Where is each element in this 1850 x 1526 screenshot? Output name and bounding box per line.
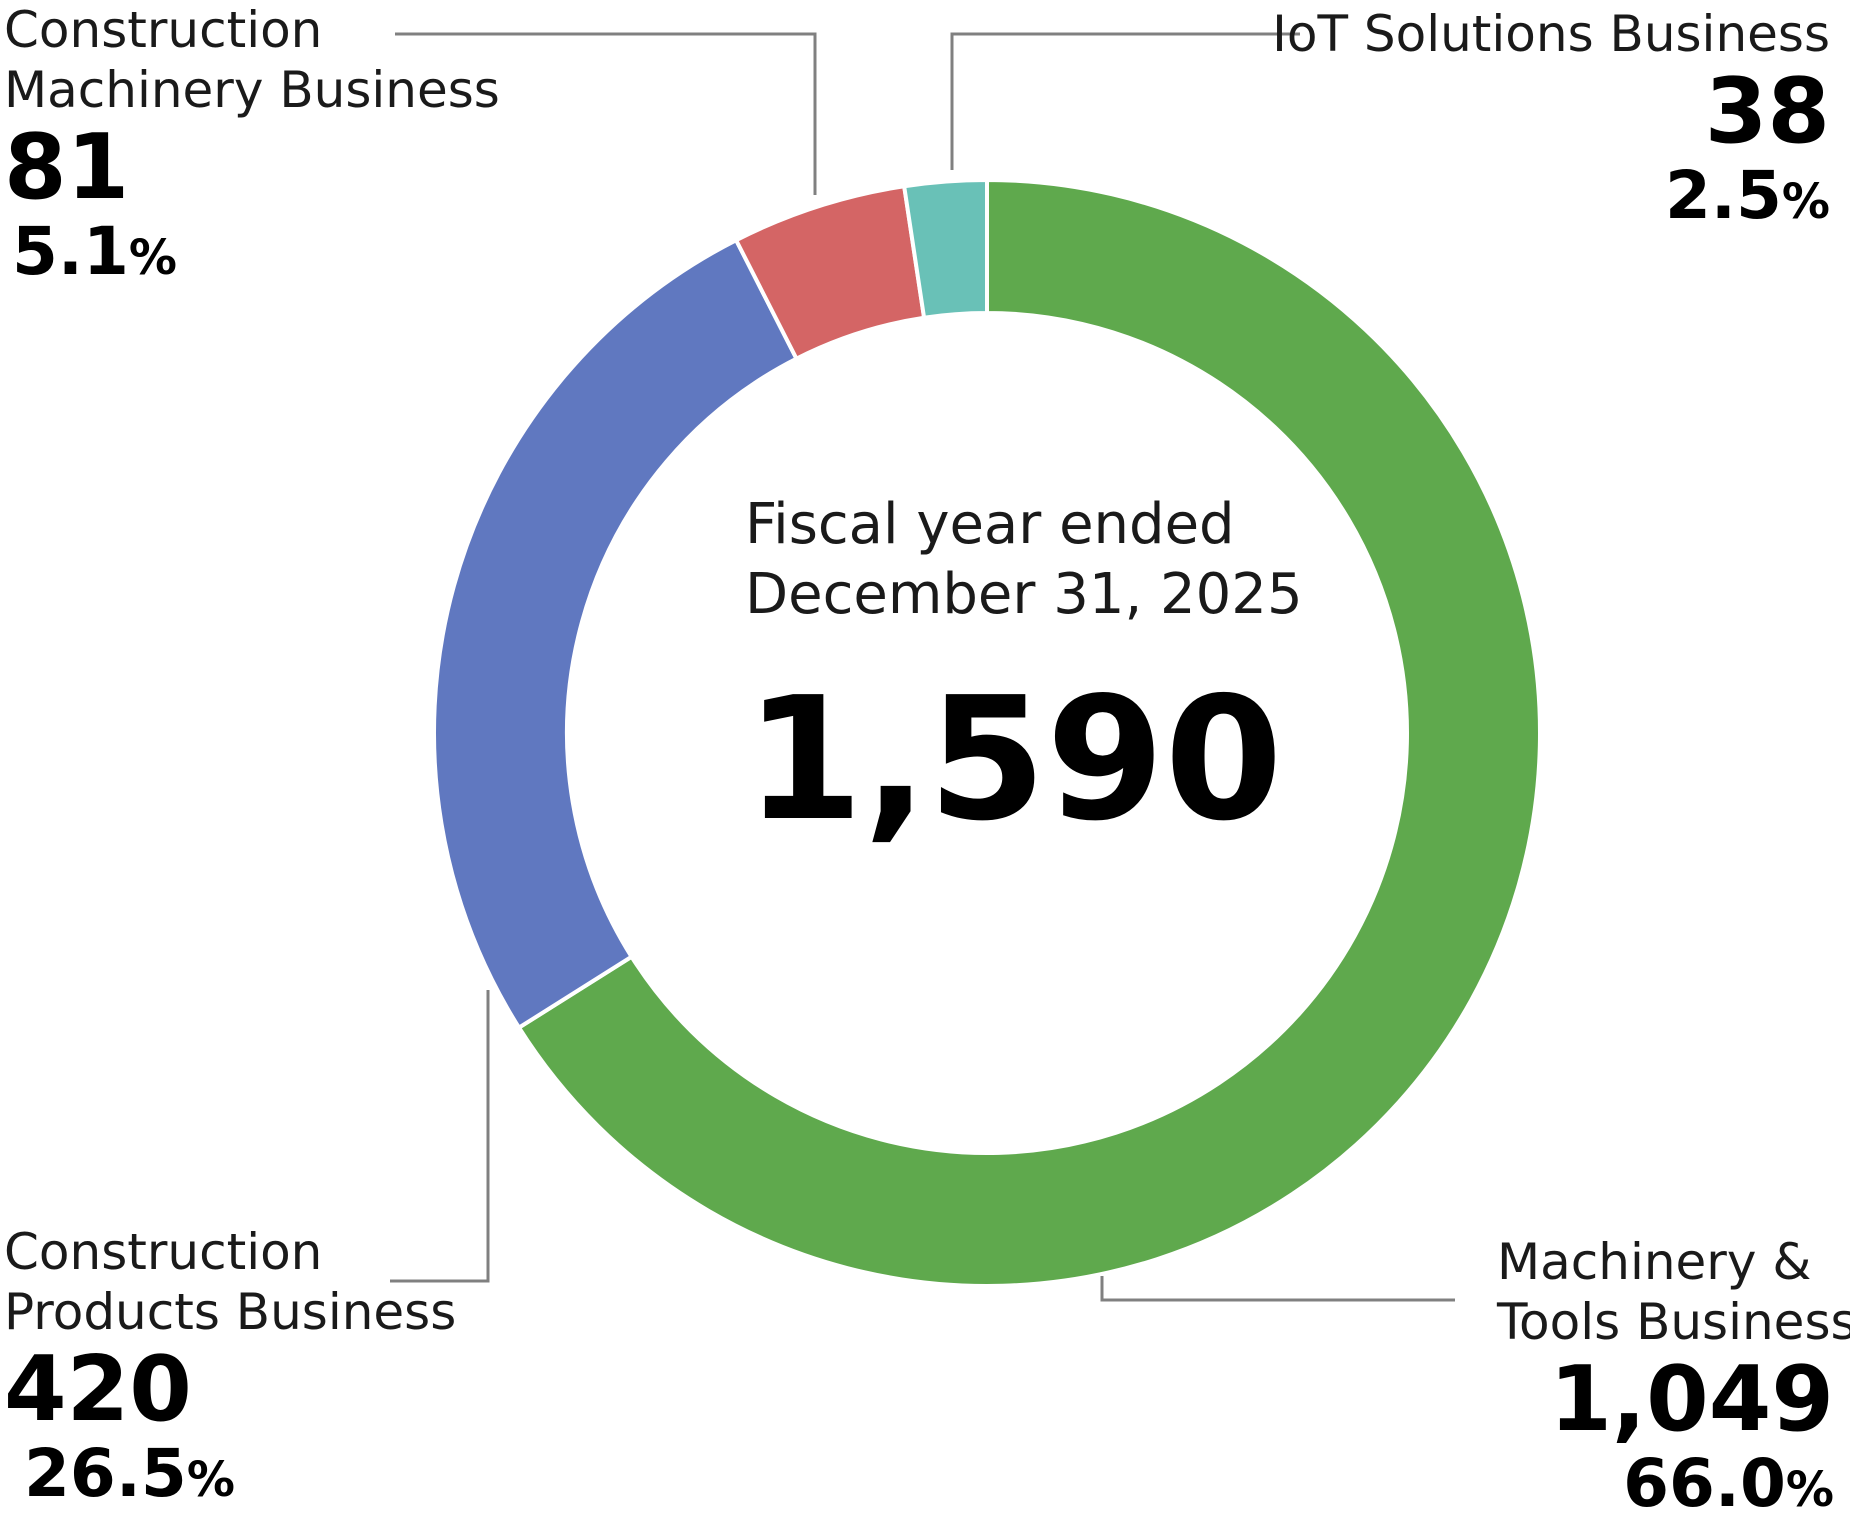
percent-sign: % — [186, 1452, 235, 1508]
segment-value: 81 — [4, 115, 130, 220]
percent-sign: % — [128, 230, 178, 286]
slice-construction-products — [432, 237, 800, 1031]
percent-number: 5.1 — [12, 213, 129, 290]
leader-line-construction-products — [390, 990, 490, 1283]
label-machinery-tools: Machinery & Tools Business — [1497, 1232, 1850, 1352]
leader-line-iot-solutions — [950, 32, 1300, 170]
leader-lines — [390, 32, 1455, 1302]
leader-line-machinery-tools — [1100, 1276, 1455, 1302]
donut-center-total: 1,590 — [745, 670, 1605, 850]
label-machinery-tools-values: 1,049 66.0% — [1549, 1352, 1834, 1526]
segment-percent: 5.1% — [4, 216, 500, 294]
donut-center: Fiscal year ended December 31, 2025 — [745, 490, 1605, 630]
slice-machinery-tools — [516, 177, 1542, 1288]
percent-number: 66.0 — [1623, 1445, 1786, 1522]
slice-iot-solutions — [901, 177, 989, 321]
label-construction-machinery: Construction Machinery Business 81 5.1% — [4, 0, 500, 294]
segment-value: 38 — [1704, 59, 1830, 164]
segment-percent: 2.5% — [1272, 160, 1830, 238]
percent-sign: % — [1781, 174, 1830, 230]
percent-number: 2.5 — [1664, 157, 1782, 234]
segment-percent: 26.5% — [4, 1438, 456, 1516]
label-construction-products: Construction Products Business 420 26.5% — [4, 1222, 456, 1516]
segment-name-line: Construction — [4, 1, 323, 59]
segment-value: 1,049 — [1549, 1347, 1834, 1452]
segment-name-line: Tools Business — [1497, 1293, 1850, 1351]
segment-name-line: IoT Solutions Business — [1272, 5, 1830, 63]
segment-percent: 66.0% — [1549, 1448, 1834, 1526]
center-total: 1,590 — [745, 661, 1283, 859]
center-caption-line: December 31, 2025 — [745, 562, 1303, 627]
segment-value: 420 — [4, 1337, 192, 1442]
label-iot-solutions: IoT Solutions Business 38 2.5% — [1272, 4, 1830, 238]
segment-name-line: Construction — [4, 1223, 323, 1281]
segment-name-line: Machinery & — [1497, 1233, 1812, 1291]
leader-line-construction-machinery — [395, 32, 817, 195]
segment-name-line: Machinery Business — [4, 61, 500, 119]
center-caption-line: Fiscal year ended — [745, 492, 1235, 557]
percent-sign: % — [1785, 1462, 1834, 1518]
percent-number: 26.5 — [24, 1435, 187, 1512]
donut-slices — [432, 177, 1542, 1288]
segment-name-line: Products Business — [4, 1283, 457, 1341]
